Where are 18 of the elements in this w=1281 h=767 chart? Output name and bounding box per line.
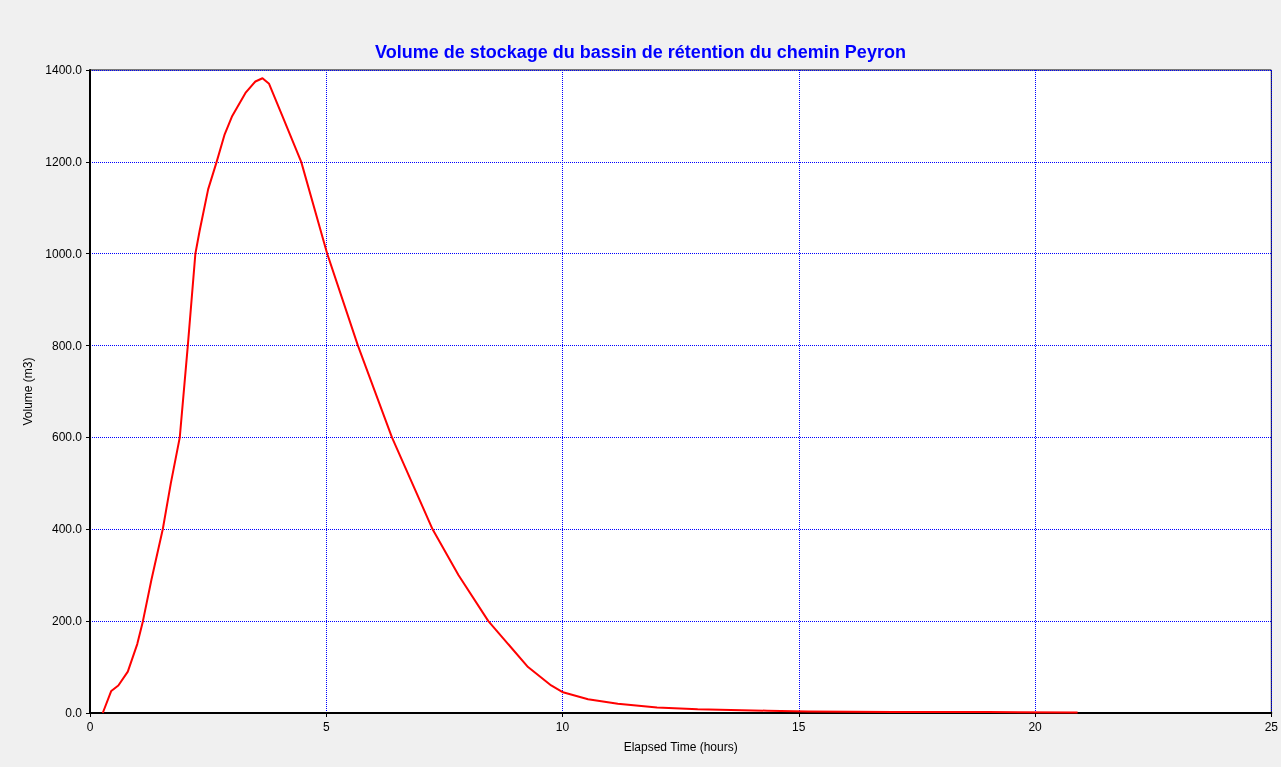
y-tick-label: 200.0 [51,614,83,629]
x-tick-label: 5 [322,720,330,734]
line-series [101,77,1079,714]
x-tick-label: 25 [1264,720,1279,734]
y-tick-label: 800.0 [51,338,83,353]
x-tick-label: 10 [555,720,570,734]
y-tick-label: 1000.0 [45,246,83,261]
y-tick-label: 1200.0 [45,154,83,169]
y-tick-label: 600.0 [51,430,83,445]
x-tick-label: 0 [86,720,94,734]
x-tick-label: 15 [792,720,806,734]
x-tick-label: 20 [1028,720,1043,734]
chart-title: Volume de stockage du bassin de rétention du chemin Peyron [375,42,906,62]
y-tick-label: 1400.0 [45,63,83,77]
y-tick-label: 400.0 [51,522,83,537]
x-axis-title: Elapsed Time (hours) [623,740,738,754]
y-tick-label: 0.0 [65,706,83,720]
y-axis-title: Volume (m3) [21,357,35,426]
